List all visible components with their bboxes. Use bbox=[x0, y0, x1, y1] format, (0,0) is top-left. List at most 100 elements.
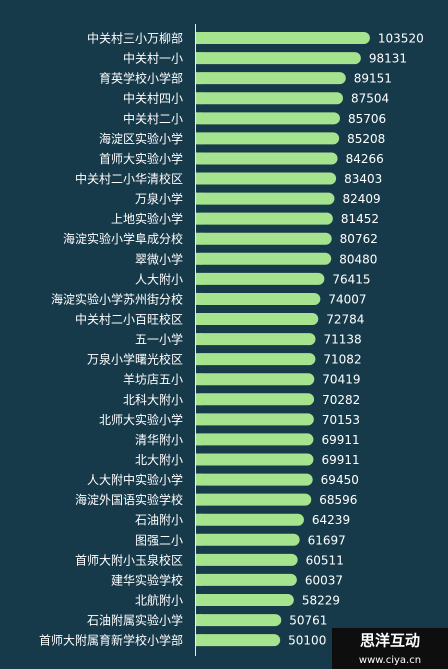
bar-base bbox=[196, 473, 202, 486]
bar-base bbox=[196, 333, 202, 346]
y-tick-label: 海淀实验小学阜成分校 bbox=[63, 231, 183, 246]
bar bbox=[196, 533, 300, 546]
value-label: 70419 bbox=[322, 373, 360, 387]
bar bbox=[196, 634, 281, 647]
y-tick-label: 海淀区实验小学 bbox=[99, 131, 183, 146]
bar-base bbox=[196, 32, 202, 45]
bar bbox=[196, 353, 316, 366]
y-tick-label: 清华附小 bbox=[135, 433, 183, 447]
bar-base bbox=[196, 172, 202, 185]
bar-base bbox=[196, 533, 202, 546]
bar bbox=[196, 453, 314, 466]
bar-base bbox=[196, 152, 202, 165]
value-label: 68596 bbox=[319, 493, 357, 507]
bar bbox=[196, 553, 298, 566]
bar-base bbox=[196, 292, 202, 305]
bar bbox=[196, 313, 319, 326]
value-label: 64239 bbox=[312, 513, 350, 527]
y-tick-label: 中关村二小华清校区 bbox=[75, 171, 183, 186]
bar bbox=[196, 473, 313, 486]
value-label: 103520 bbox=[378, 32, 424, 46]
y-tick-label: 中关村一小 bbox=[123, 51, 183, 66]
bar-base bbox=[196, 92, 202, 105]
value-label: 74007 bbox=[328, 292, 366, 306]
bar bbox=[196, 433, 314, 446]
bar bbox=[196, 152, 338, 165]
bar bbox=[196, 292, 321, 305]
value-label: 61697 bbox=[308, 533, 346, 547]
bar-base bbox=[196, 192, 202, 205]
y-tick-label: 石油附小 bbox=[135, 513, 183, 527]
value-label: 60037 bbox=[305, 573, 343, 587]
bar bbox=[196, 413, 314, 426]
y-tick-label: 五一小学 bbox=[135, 332, 183, 347]
y-tick-label: 万泉小学曙光校区 bbox=[87, 352, 183, 367]
watermark-box bbox=[332, 628, 448, 669]
bar bbox=[196, 493, 312, 506]
bar-base bbox=[196, 353, 202, 366]
value-label: 76415 bbox=[332, 272, 370, 286]
bar-base bbox=[196, 313, 202, 326]
value-label: 58229 bbox=[302, 593, 340, 607]
bar-base bbox=[196, 212, 202, 225]
value-label: 80762 bbox=[340, 232, 378, 246]
y-tick-label: 万泉小学 bbox=[135, 191, 183, 206]
y-tick-label: 翠微小学 bbox=[135, 251, 183, 266]
bar bbox=[196, 52, 361, 65]
bar-base bbox=[196, 132, 202, 145]
bar bbox=[196, 333, 316, 346]
bar bbox=[196, 112, 340, 125]
y-tick-label: 海淀实验小学苏州街分校 bbox=[51, 291, 183, 306]
bar bbox=[196, 252, 332, 265]
bar bbox=[196, 373, 315, 386]
bar bbox=[196, 32, 370, 45]
y-tick-label: 首师大附属育新学校小学部 bbox=[39, 633, 183, 648]
value-label: 98131 bbox=[369, 52, 407, 66]
value-label: 89151 bbox=[354, 72, 392, 86]
y-tick-label: 北航附小 bbox=[135, 592, 183, 607]
y-tick-label: 北科大附小 bbox=[123, 393, 183, 407]
value-label: 69911 bbox=[321, 453, 359, 467]
y-tick-label: 育英学校小学部 bbox=[99, 71, 183, 86]
bar-base bbox=[196, 232, 202, 245]
y-tick-label: 中关村四小 bbox=[123, 91, 183, 106]
value-label: 85706 bbox=[348, 112, 386, 126]
y-tick-label: 海淀外国语实验学校 bbox=[75, 492, 183, 507]
value-label: 69911 bbox=[321, 433, 359, 447]
bar bbox=[196, 132, 340, 145]
bar-base bbox=[196, 634, 202, 647]
value-label: 81452 bbox=[341, 212, 379, 226]
bar bbox=[196, 272, 325, 285]
bar-base bbox=[196, 493, 202, 506]
value-label: 70153 bbox=[322, 413, 360, 427]
y-tick-label: 上地实验小学 bbox=[111, 211, 183, 226]
value-label: 80480 bbox=[339, 252, 377, 266]
value-label: 70282 bbox=[322, 393, 360, 407]
value-label: 83403 bbox=[344, 172, 382, 186]
bar bbox=[196, 172, 337, 185]
bar-base bbox=[196, 573, 202, 586]
value-label: 50100 bbox=[288, 634, 326, 648]
bar bbox=[196, 72, 346, 85]
bar bbox=[196, 573, 297, 586]
y-tick-label: 建华实验学校 bbox=[111, 572, 183, 587]
bar bbox=[196, 513, 304, 526]
y-tick-label: 首师大附小玉泉校区 bbox=[75, 552, 183, 567]
y-tick-label: 中关村三小万柳部 bbox=[87, 31, 183, 46]
bar bbox=[196, 212, 333, 225]
watermark-title: 思洋互动 bbox=[360, 632, 420, 650]
bar-base bbox=[196, 52, 202, 65]
bar-base bbox=[196, 513, 202, 526]
y-tick-label: 人大附小 bbox=[135, 272, 183, 286]
y-tick-label: 图强二小 bbox=[135, 533, 183, 547]
y-tick-label: 首师大实验小学 bbox=[99, 151, 183, 166]
value-label: 84266 bbox=[346, 152, 384, 166]
y-tick-label: 北师大实验小学 bbox=[99, 412, 183, 427]
y-tick-label: 羊坊店五小 bbox=[123, 372, 183, 387]
bar-base bbox=[196, 433, 202, 446]
bar bbox=[196, 614, 282, 627]
value-label: 85208 bbox=[347, 132, 385, 146]
bar-base bbox=[196, 593, 202, 606]
bar bbox=[196, 593, 294, 606]
